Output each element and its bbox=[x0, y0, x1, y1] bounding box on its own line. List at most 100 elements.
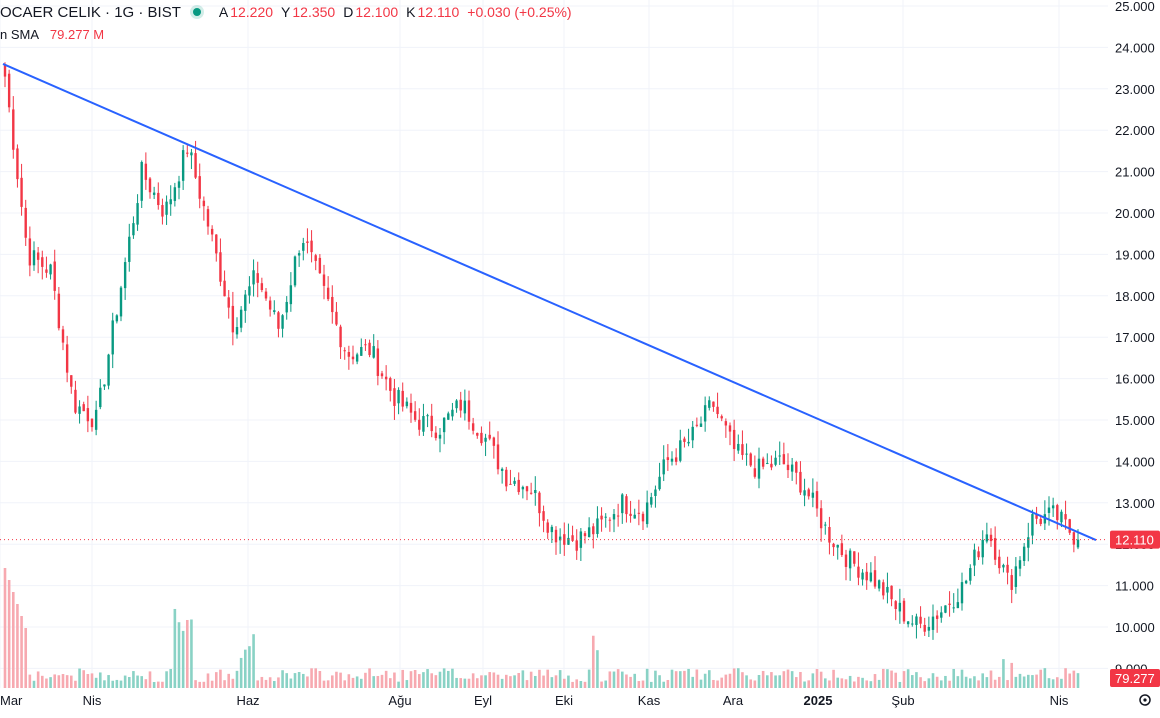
volume-bar bbox=[836, 677, 840, 688]
candle-body bbox=[911, 623, 914, 625]
candle-body bbox=[235, 327, 239, 335]
volume-bar bbox=[529, 671, 533, 688]
volume-bar bbox=[339, 672, 342, 688]
candle-body bbox=[683, 438, 686, 442]
candle-body bbox=[252, 270, 255, 285]
candle-body bbox=[231, 305, 235, 333]
volume-bar bbox=[148, 671, 152, 688]
volume-bar bbox=[703, 673, 707, 688]
candle-body bbox=[625, 496, 628, 515]
volume-bar bbox=[728, 673, 732, 688]
trendline-layer[interactable] bbox=[0, 63, 1108, 541]
volume-bar bbox=[173, 608, 177, 688]
volume-bar bbox=[1051, 679, 1055, 688]
x-tick-label: Nis bbox=[1050, 693, 1069, 708]
volume-bar bbox=[517, 672, 521, 688]
symbol-title[interactable]: OCAER CELIK · 1G · BIST bbox=[0, 3, 181, 21]
volume-bar bbox=[202, 681, 206, 688]
volume-bar bbox=[194, 680, 197, 688]
candle-body bbox=[239, 309, 243, 328]
candle-body bbox=[285, 301, 288, 313]
legend-header: OCAER CELIK · 1G · BIST A 12.220 Y 12.35… bbox=[0, 2, 580, 22]
candle-body bbox=[488, 434, 491, 439]
volume-bar bbox=[919, 677, 922, 688]
volume-bar bbox=[330, 675, 334, 688]
volume-bar bbox=[554, 675, 558, 688]
candle-body bbox=[993, 538, 997, 560]
volume-bar bbox=[61, 674, 65, 688]
candle-body bbox=[869, 572, 873, 582]
candle-body bbox=[509, 483, 512, 485]
candle-body bbox=[699, 423, 703, 427]
last-price-tag bbox=[1110, 530, 1160, 549]
candle-body bbox=[268, 300, 272, 310]
volume-bar bbox=[248, 646, 251, 688]
time-axis[interactable]: Mar Nis Haz Ağu Eyl Eki Kas Ara 2025 Şub Nis bbox=[0, 693, 1069, 708]
volume-bar bbox=[720, 677, 724, 688]
volume-bar bbox=[1047, 678, 1051, 688]
volume-bar bbox=[231, 678, 235, 688]
candle-body bbox=[633, 514, 636, 519]
volume-bar bbox=[256, 680, 260, 688]
y-tick-label: 14.000 bbox=[1115, 454, 1155, 469]
volume-bar bbox=[127, 676, 131, 688]
volume-bar bbox=[533, 675, 537, 688]
candle-body bbox=[422, 416, 425, 432]
candle-body bbox=[1014, 566, 1018, 587]
volume-bar bbox=[848, 675, 852, 688]
candle-body bbox=[152, 192, 156, 195]
volume-bar bbox=[683, 670, 686, 688]
volume-bar bbox=[78, 668, 81, 688]
candle-body bbox=[215, 234, 218, 254]
volume-bar bbox=[123, 675, 127, 688]
candle-body bbox=[604, 516, 607, 518]
candle-body bbox=[819, 508, 823, 529]
volume-bar bbox=[239, 657, 243, 688]
grid bbox=[0, 0, 1108, 688]
candle-body bbox=[496, 444, 500, 470]
volume-bar bbox=[832, 669, 835, 688]
candle-body bbox=[687, 441, 690, 444]
volume-bar bbox=[583, 681, 587, 688]
price-axis[interactable]: 9.00010.00011.00012.00013.00014.00015.00… bbox=[1110, 0, 1160, 706]
candle-body bbox=[538, 492, 541, 514]
candle-body bbox=[41, 257, 44, 267]
candle-body bbox=[119, 287, 123, 317]
candle-body bbox=[973, 549, 976, 566]
volume-bar bbox=[504, 674, 508, 688]
volume-bar bbox=[857, 676, 860, 688]
volume-bar bbox=[260, 676, 264, 688]
candle-body bbox=[952, 607, 955, 609]
volume-bar bbox=[243, 649, 247, 688]
volume-bar bbox=[1055, 677, 1059, 688]
candle-body bbox=[857, 566, 860, 578]
volume-bar bbox=[111, 680, 115, 688]
candle-body bbox=[985, 534, 989, 542]
volume-bar bbox=[310, 668, 313, 688]
volume-bar bbox=[790, 671, 794, 688]
volume-bar bbox=[699, 679, 703, 688]
candle-body bbox=[571, 535, 574, 541]
volume-bar bbox=[355, 676, 359, 688]
candle-body bbox=[977, 551, 980, 558]
open-value: 12.220 bbox=[230, 4, 274, 20]
volume-bar bbox=[707, 670, 711, 688]
settings-gear-icon[interactable] bbox=[1139, 694, 1151, 706]
candle-body bbox=[57, 293, 61, 329]
volume-bar bbox=[181, 630, 185, 688]
candle-body bbox=[770, 463, 773, 468]
candle-body bbox=[923, 624, 926, 632]
candle-body bbox=[708, 400, 711, 408]
volume-bar bbox=[343, 680, 347, 688]
candle-body bbox=[393, 388, 396, 406]
candle-body bbox=[128, 236, 131, 262]
candle-body bbox=[848, 550, 852, 569]
volume-bar bbox=[285, 673, 289, 688]
y-tick-label: 13.000 bbox=[1115, 496, 1155, 511]
volume-bar bbox=[438, 671, 442, 688]
candle-body bbox=[1006, 564, 1009, 573]
volume-bar bbox=[219, 669, 222, 688]
y-tick-label: 15.000 bbox=[1115, 413, 1155, 428]
high-value: 12.350 bbox=[292, 4, 336, 20]
